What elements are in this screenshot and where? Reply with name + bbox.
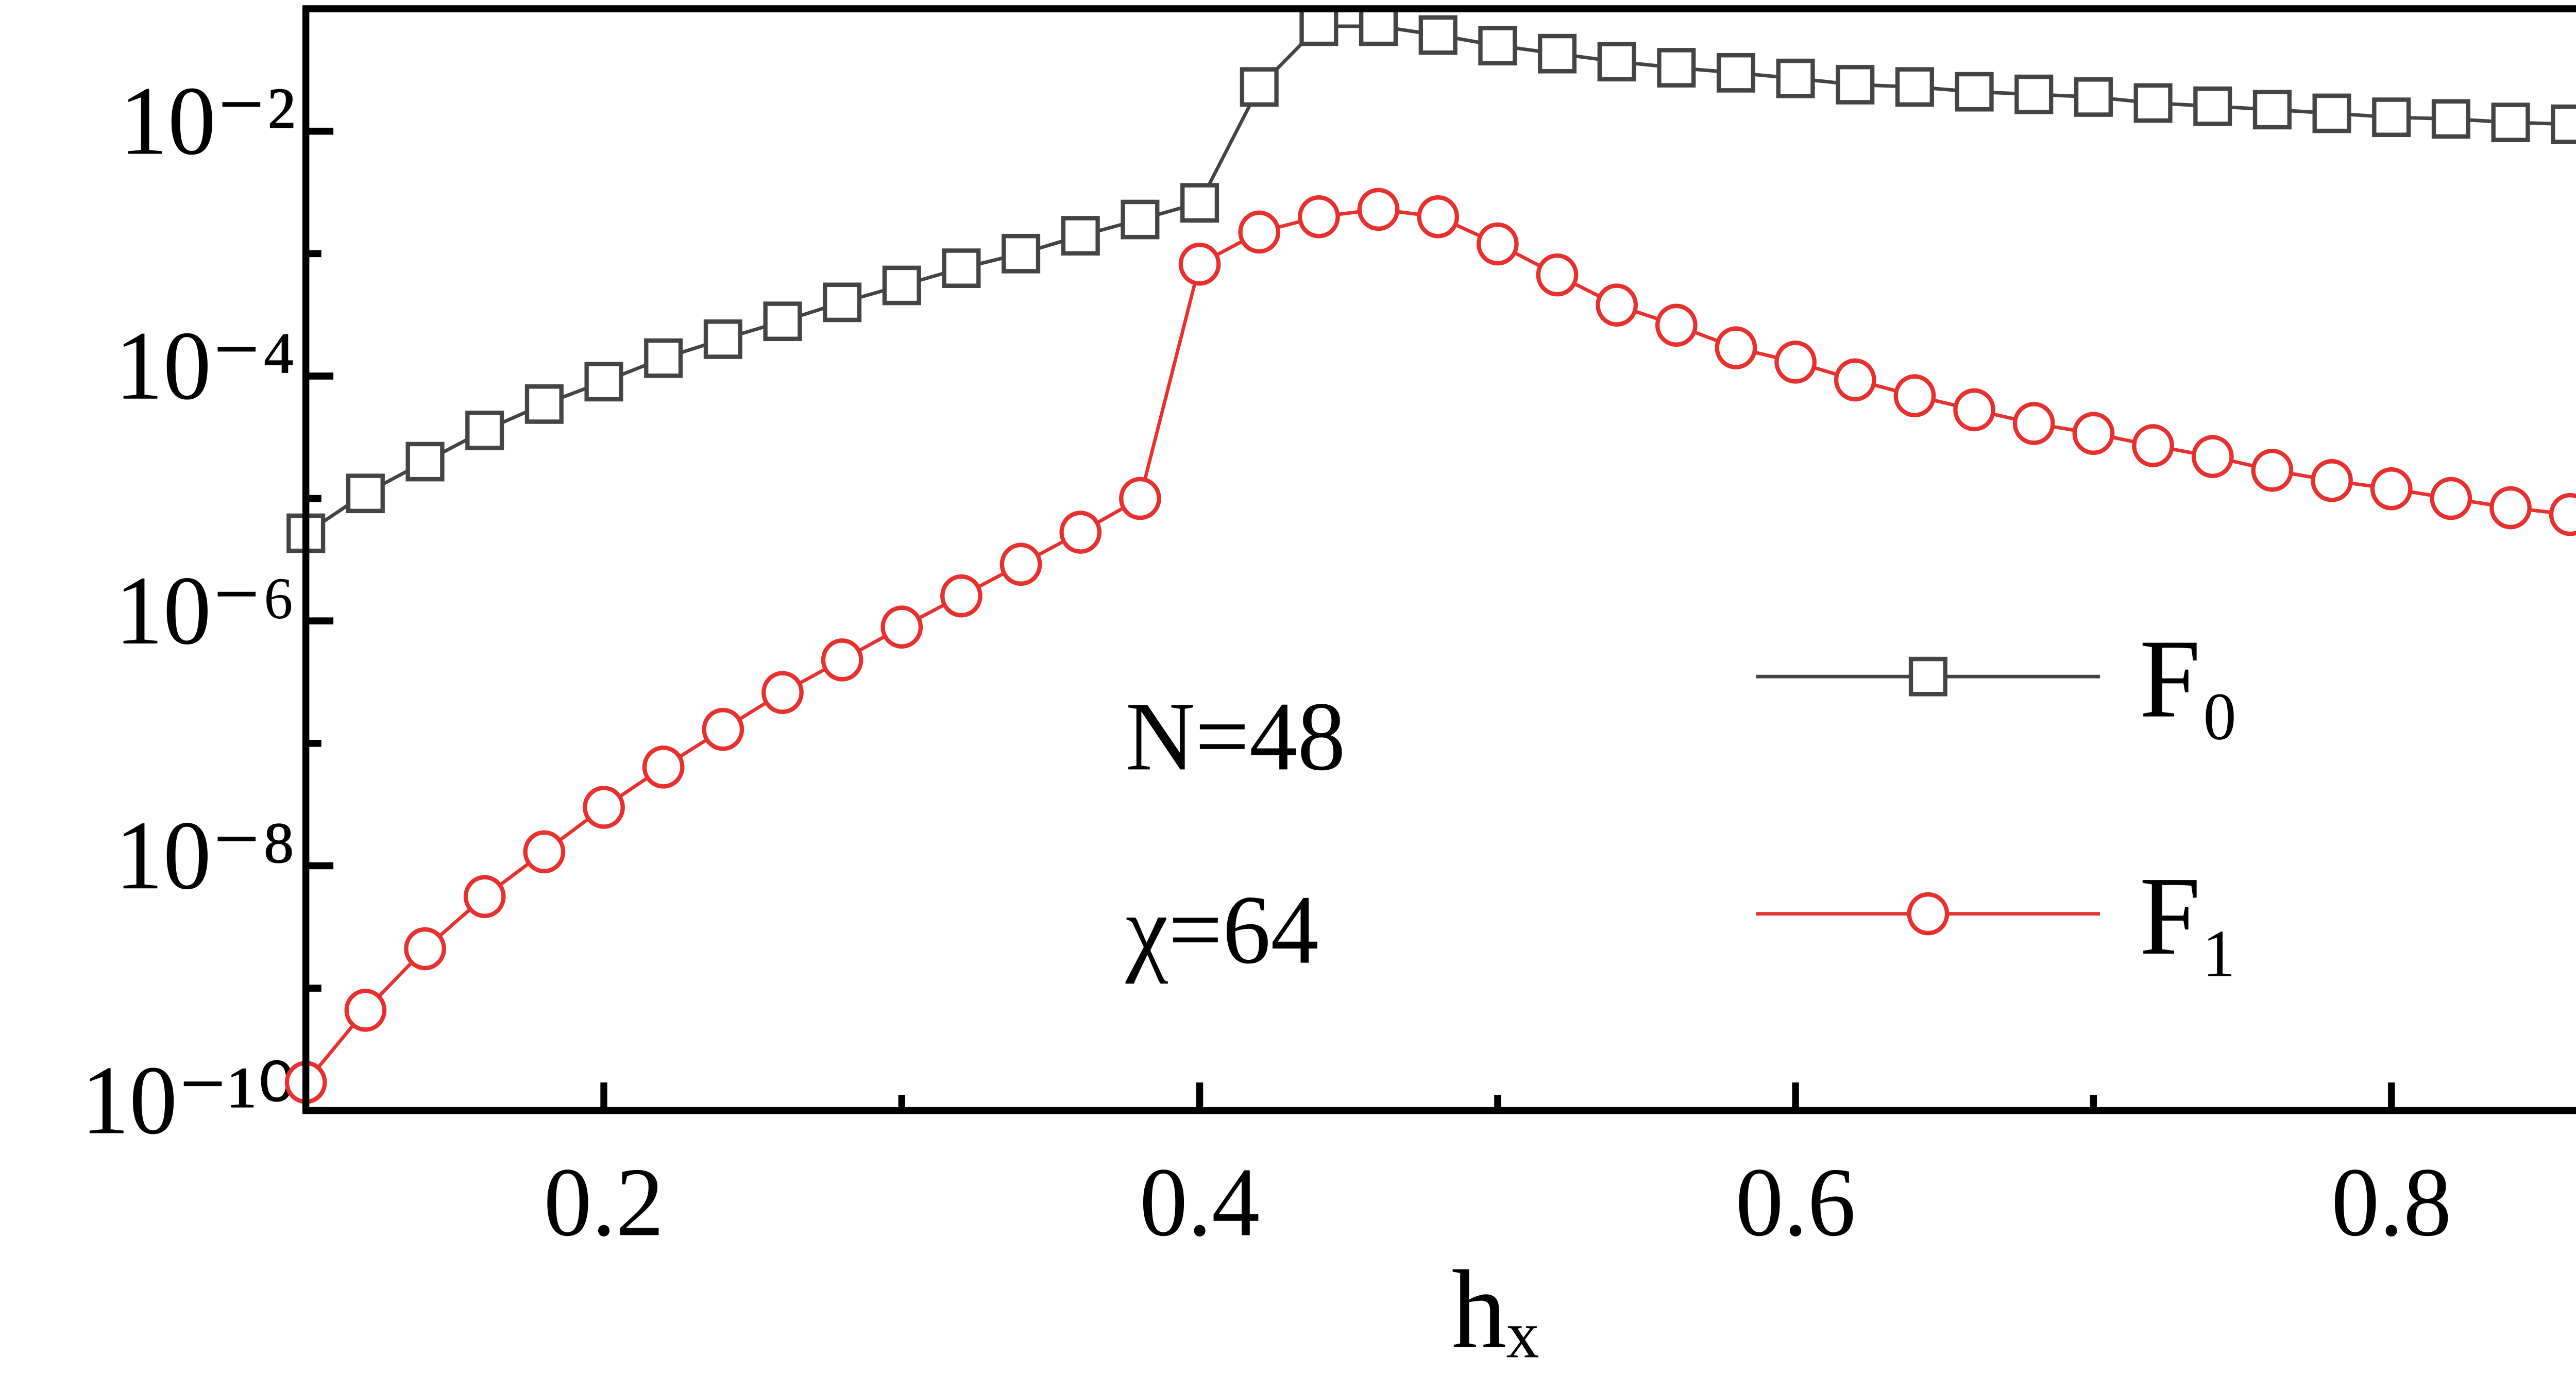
data-point xyxy=(1298,195,1340,239)
data-point xyxy=(1774,341,1817,384)
data-point xyxy=(2372,97,2411,137)
data-point xyxy=(2431,99,2470,139)
x-tick-label: 0.8 xyxy=(2331,1147,2451,1256)
data-point xyxy=(2252,90,2292,130)
data-point xyxy=(523,830,566,874)
data-point xyxy=(2312,93,2351,133)
data-point xyxy=(1180,183,1219,223)
data-point xyxy=(2251,449,2294,492)
data-point xyxy=(761,671,804,714)
data-point xyxy=(1418,15,1458,55)
data-point xyxy=(1716,53,1756,93)
legend-label: F₁ xyxy=(2140,854,2239,978)
data-point xyxy=(584,362,623,402)
x-tick-label: 0.4 xyxy=(1140,1147,1260,1256)
data-point xyxy=(2549,493,2576,536)
data-point xyxy=(1359,6,1398,46)
legend-marker xyxy=(1907,892,1950,936)
data-point xyxy=(999,543,1042,586)
x-tick-label: 0.2 xyxy=(544,1147,664,1256)
annotation: χ=64 xyxy=(1125,875,1319,984)
data-point xyxy=(1834,358,1876,402)
y-tick-label: 10⁻⁸ xyxy=(115,801,295,909)
data-point xyxy=(702,707,744,751)
data-point xyxy=(1238,210,1281,254)
data-point xyxy=(1657,48,1696,88)
data-point xyxy=(1895,67,1934,107)
data-point xyxy=(1478,26,1517,65)
data-point xyxy=(1536,253,1579,297)
data-point xyxy=(2193,86,2232,126)
data-point xyxy=(1476,222,1519,266)
data-point xyxy=(942,248,981,288)
data-point xyxy=(344,989,387,1032)
data-point xyxy=(1836,64,1875,105)
data-point xyxy=(1061,216,1100,256)
series-line xyxy=(304,207,2576,1084)
data-point xyxy=(1417,195,1460,239)
x-axis-label: hₓ xyxy=(1452,1247,1539,1372)
data-point xyxy=(583,786,625,829)
y-tick-label: 10⁻² xyxy=(120,66,295,175)
data-point xyxy=(1059,511,1102,554)
x-tick-label: 0.6 xyxy=(1735,1147,1855,1256)
series-line xyxy=(304,24,2576,535)
data-point xyxy=(2489,486,2532,530)
data-point xyxy=(703,319,742,359)
data-point xyxy=(823,282,862,323)
data-point xyxy=(1955,72,1994,112)
data-point xyxy=(465,410,504,450)
annotation: N=48 xyxy=(1126,682,1346,791)
data-point xyxy=(882,265,921,306)
y-tick-label: 10⁻⁴ xyxy=(115,311,295,420)
data-point xyxy=(2132,424,2174,467)
data-point xyxy=(880,605,923,649)
data-point xyxy=(1893,374,1936,418)
data-point xyxy=(2491,103,2530,142)
data-point xyxy=(1121,199,1160,240)
data-point xyxy=(1953,388,1995,432)
data-point xyxy=(1597,42,1636,82)
data-point xyxy=(2311,459,2353,502)
data-point xyxy=(2012,402,2055,445)
y-tick-label: 10⁻¹⁰ xyxy=(81,1046,295,1155)
data-point xyxy=(2133,83,2173,123)
legend-label: F₀ xyxy=(2140,616,2239,741)
data-point xyxy=(2430,477,2472,520)
data-point xyxy=(821,638,863,682)
data-point xyxy=(1715,326,1757,369)
data-point xyxy=(405,442,445,482)
data-point xyxy=(642,745,685,789)
y-tick-label: 10⁻⁶ xyxy=(115,556,295,665)
data-point xyxy=(1299,6,1338,46)
data-point xyxy=(463,875,506,919)
data-point xyxy=(2074,77,2113,117)
plot-frame xyxy=(302,5,2576,1114)
data-point xyxy=(2551,104,2576,144)
data-point xyxy=(524,384,564,424)
data-point xyxy=(940,574,982,618)
data-point xyxy=(763,301,802,342)
data-point xyxy=(2370,467,2413,511)
data-point xyxy=(1655,303,1698,347)
data-point xyxy=(644,338,683,378)
data-point xyxy=(2072,412,2115,455)
data-point xyxy=(1357,188,1400,231)
data-point xyxy=(1240,67,1279,107)
data-point xyxy=(1776,58,1815,98)
data-point xyxy=(404,927,446,971)
data-point xyxy=(1178,242,1221,286)
data-point xyxy=(1119,477,1161,520)
data-point xyxy=(1596,283,1638,327)
data-point xyxy=(2191,435,2234,478)
data-point xyxy=(1002,233,1041,274)
legend-marker xyxy=(1908,656,1947,697)
data-point xyxy=(2014,74,2054,114)
data-point xyxy=(346,473,385,514)
data-point xyxy=(1537,33,1577,74)
